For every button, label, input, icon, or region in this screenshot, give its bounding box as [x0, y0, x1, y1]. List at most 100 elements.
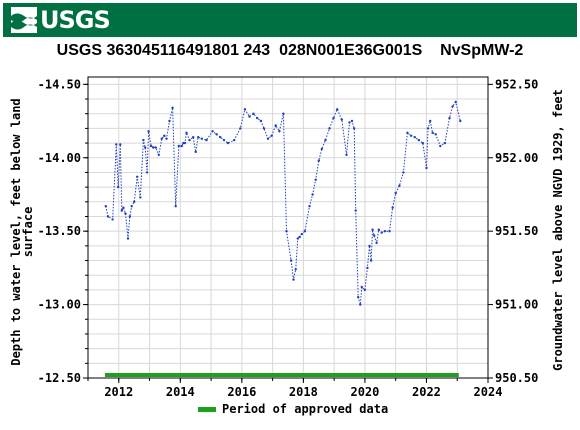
data-point: [308, 205, 311, 208]
x-tick-label: 2022: [412, 385, 441, 399]
data-point: [252, 112, 255, 115]
chart-legend: Period of approved data: [198, 402, 388, 416]
data-point: [266, 137, 270, 140]
data-point: [120, 209, 124, 212]
data-point: [285, 230, 288, 233]
data-point: [425, 166, 428, 170]
y2-tick-label: 950.50: [495, 371, 538, 385]
y-tick-label: -13.50: [38, 224, 81, 238]
usgs-header-bar: USGS: [3, 3, 577, 37]
data-point: [106, 215, 110, 218]
data-point: [219, 136, 222, 139]
data-point: [126, 237, 130, 240]
data-point: [282, 112, 285, 115]
y-axis-label-line-1: Depth to water level, feet below land: [9, 98, 23, 365]
data-point: [459, 119, 462, 123]
data-point: [147, 130, 150, 133]
y2-tick-label: 951.50: [495, 224, 538, 238]
data-point: [136, 175, 139, 178]
approved-period-bar: [104, 373, 459, 377]
usgs-logo[interactable]: USGS: [11, 6, 111, 34]
data-point: [168, 119, 171, 123]
data-point: [324, 138, 327, 142]
data-point: [130, 205, 133, 208]
data-point: [454, 100, 457, 104]
x-tick-label: 2018: [289, 385, 318, 399]
data-point: [320, 147, 323, 151]
data-point: [188, 138, 191, 142]
data-point: [197, 136, 200, 139]
data-point: [165, 137, 168, 140]
data-point: [177, 144, 180, 148]
data-point: [388, 230, 391, 233]
data-point: [431, 131, 434, 134]
data-point: [174, 205, 177, 208]
usgs-wave-icon: [11, 7, 37, 33]
data-point: [451, 105, 454, 108]
data-point: [353, 127, 356, 130]
data-point: [402, 171, 405, 174]
x-tick-label: 2024: [474, 385, 503, 399]
data-point: [243, 108, 247, 111]
data-point: [369, 259, 373, 262]
data-point: [233, 138, 236, 142]
data-point: [205, 138, 208, 142]
data-point: [443, 141, 447, 145]
data-point: [259, 119, 263, 123]
data-point: [398, 184, 401, 187]
data-point: [128, 215, 131, 218]
data-point: [149, 144, 153, 148]
data-point: [409, 134, 413, 137]
data-point: [328, 127, 331, 130]
axis-ticks: 2012 2014 2016 2018 2020 2022 2024 -14.50 -14.00…: [38, 77, 539, 399]
data-point: [133, 200, 136, 203]
secondary-y-axis-label: Groundwater level above NGVD 1929, feet: [551, 89, 565, 371]
data-point: [391, 206, 394, 209]
data-point: [185, 131, 188, 134]
data-point: [124, 212, 127, 215]
data-point: [142, 138, 145, 142]
data-point: [163, 134, 166, 137]
data-point: [317, 159, 320, 162]
data-point: [152, 146, 155, 149]
data-point: [226, 141, 230, 145]
legend-swatch-approved: [198, 406, 216, 412]
data-point: [413, 136, 416, 139]
data-point: [144, 146, 147, 149]
plot-area: [87, 76, 489, 379]
x-tick-label: 2016: [227, 385, 256, 399]
data-point: [373, 234, 376, 237]
data-point: [292, 278, 295, 281]
data-point: [434, 133, 437, 136]
data-point: [448, 116, 451, 120]
data-point: [332, 116, 335, 120]
data-point: [394, 191, 397, 195]
data-point: [104, 205, 108, 208]
data-point: [359, 303, 362, 306]
data-point: [248, 115, 251, 118]
y-tick-label: -13.00: [38, 298, 81, 312]
data-point: [119, 143, 122, 146]
data-point: [300, 232, 303, 236]
x-tick-label: 2012: [104, 385, 133, 399]
data-point: [289, 259, 293, 262]
data-point: [357, 296, 360, 299]
data-point: [366, 266, 369, 270]
data-point: [426, 127, 430, 130]
data-point: [363, 288, 367, 292]
data-point: [239, 127, 242, 130]
data-point: [439, 144, 442, 148]
data-point: [192, 136, 195, 139]
y2-tick-label: 952.00: [495, 151, 538, 165]
data-point: [180, 144, 183, 148]
data-point: [111, 218, 114, 221]
data-point: [354, 209, 357, 212]
x-tick-label: 2020: [350, 385, 379, 399]
data-point: [122, 206, 125, 209]
y-tick-label: -14.00: [38, 151, 81, 165]
data-point: [194, 150, 197, 154]
data-point: [154, 146, 157, 149]
data-point: [274, 124, 277, 127]
data-point: [421, 141, 424, 145]
data-point: [350, 119, 354, 123]
